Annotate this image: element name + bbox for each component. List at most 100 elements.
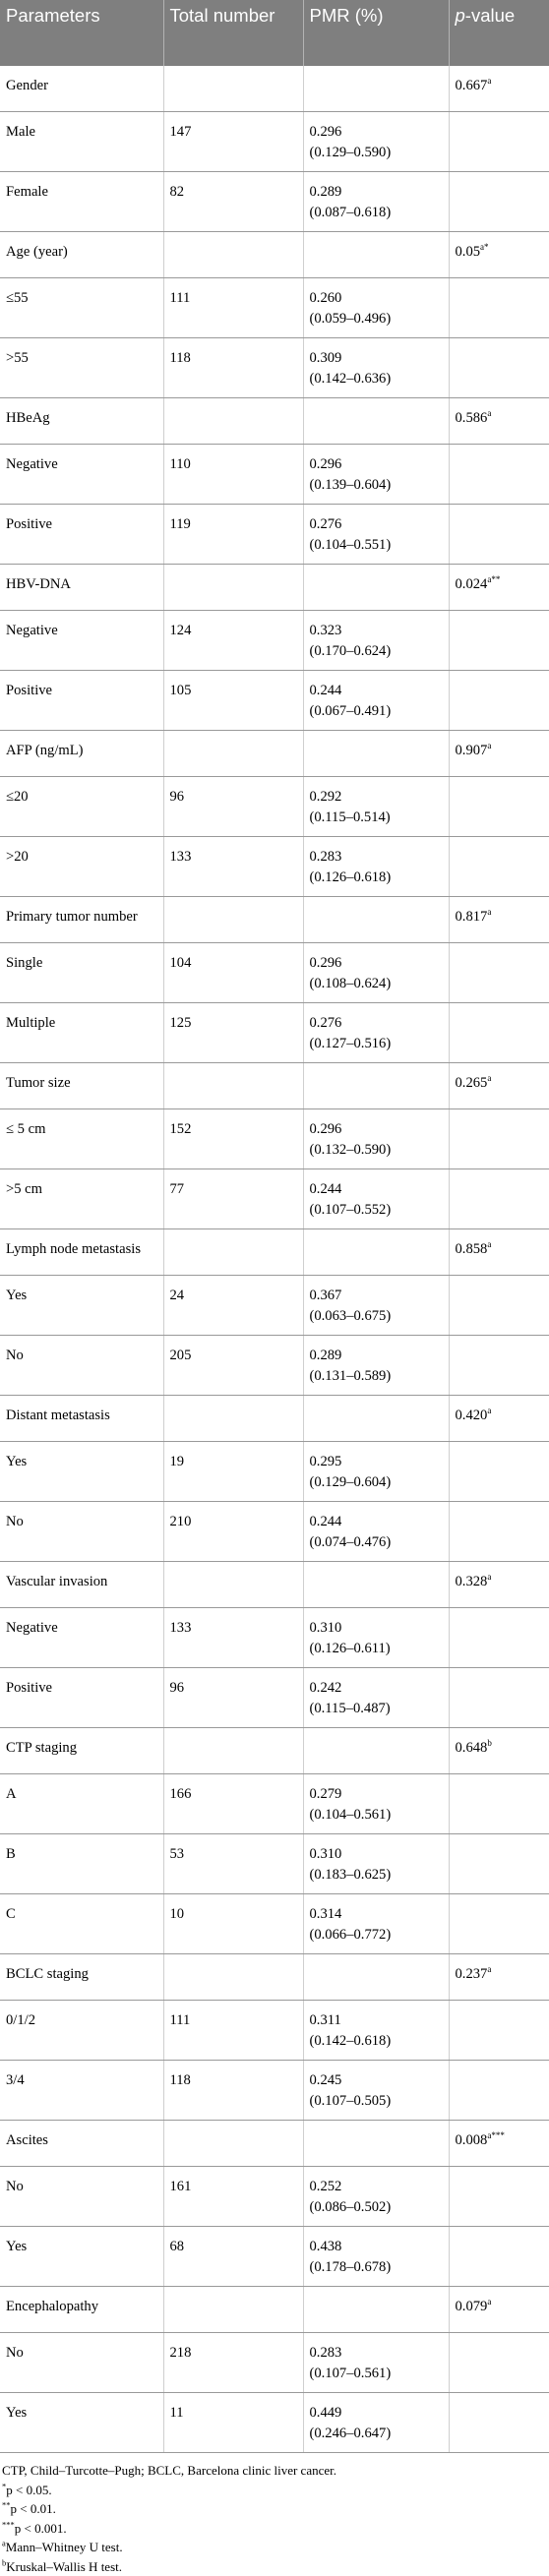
- pmr-table: Parameters Total number PMR (%) p-value …: [0, 0, 549, 2453]
- cell-pmr: 0.242(0.115–0.487): [303, 1668, 449, 1728]
- pmr-range: (0.129–0.604): [310, 1472, 445, 1493]
- cell-p-value: [449, 338, 549, 398]
- pmr-median: 0.296: [310, 1119, 445, 1140]
- cell-total-number: [163, 565, 303, 611]
- cell-pmr: 0.245(0.107–0.505): [303, 2061, 449, 2121]
- cell-total-number: 152: [163, 1109, 303, 1169]
- cell-pmr: 0.244(0.074–0.476): [303, 1502, 449, 1562]
- cell-parameter: HBV-DNA: [0, 565, 163, 611]
- pmr-range: (0.246–0.647): [310, 2424, 445, 2444]
- cell-p-value: 0.05a*: [449, 232, 549, 278]
- cell-total-number: 104: [163, 943, 303, 1003]
- cell-parameter: AFP (ng/mL): [0, 731, 163, 777]
- cell-parameter: Yes: [0, 2227, 163, 2287]
- cell-parameter: Positive: [0, 505, 163, 565]
- cell-pmr: 0.309(0.142–0.636): [303, 338, 449, 398]
- cell-p-value: [449, 505, 549, 565]
- pmr-median: 0.242: [310, 1678, 445, 1699]
- pmr-median: 0.314: [310, 1904, 445, 1925]
- cell-total-number: [163, 1954, 303, 2001]
- cell-p-value: [449, 1894, 549, 1954]
- pmr-median: 0.252: [310, 2177, 445, 2197]
- cell-parameter: >20: [0, 837, 163, 897]
- cell-pmr: 0.260(0.059–0.496): [303, 278, 449, 338]
- cell-p-value: [449, 2393, 549, 2453]
- pmr-range: (0.129–0.590): [310, 143, 445, 163]
- cell-pmr: [303, 565, 449, 611]
- header-row: Parameters Total number PMR (%) p-value: [0, 0, 549, 66]
- pmr-range: (0.115–0.487): [310, 1699, 445, 1719]
- footnote-text: p < 0.001.: [15, 2521, 67, 2536]
- cell-pmr: [303, 1396, 449, 1442]
- cell-parameter: Vascular invasion: [0, 1562, 163, 1608]
- cell-pmr: [303, 2287, 449, 2333]
- cell-p-value: [449, 2227, 549, 2287]
- cell-total-number: 53: [163, 1834, 303, 1894]
- header-parameters: Parameters: [0, 0, 163, 66]
- cell-total-number: 210: [163, 1502, 303, 1562]
- cell-pmr: 0.296(0.108–0.624): [303, 943, 449, 1003]
- cell-total-number: 133: [163, 1608, 303, 1668]
- cell-total-number: 166: [163, 1774, 303, 1834]
- pmr-median: 0.438: [310, 2237, 445, 2257]
- cell-parameter: ≤20: [0, 777, 163, 837]
- cell-p-value: [449, 1668, 549, 1728]
- pmr-median: 0.311: [310, 2010, 445, 2031]
- cell-p-value: [449, 1169, 549, 1229]
- pmr-range: (0.104–0.561): [310, 1805, 445, 1826]
- cell-pmr: 0.296(0.132–0.590): [303, 1109, 449, 1169]
- cell-pmr: [303, 897, 449, 943]
- header-total-number: Total number: [163, 0, 303, 66]
- cell-pmr: [303, 1562, 449, 1608]
- cell-parameter: Encephalopathy: [0, 2287, 163, 2333]
- cell-total-number: 77: [163, 1169, 303, 1229]
- cell-parameter: ≤55: [0, 278, 163, 338]
- cell-p-value: 0.907a: [449, 731, 549, 777]
- cell-p-value: 0.024a**: [449, 565, 549, 611]
- cell-total-number: [163, 398, 303, 445]
- pmr-range: (0.183–0.625): [310, 1865, 445, 1886]
- cell-parameter: 0/1/2: [0, 2001, 163, 2061]
- pmr-median: 0.289: [310, 182, 445, 203]
- cell-parameter: Yes: [0, 1442, 163, 1502]
- cell-parameter: Positive: [0, 1668, 163, 1728]
- p-value-marker: a: [487, 408, 491, 418]
- cell-parameter: >55: [0, 338, 163, 398]
- cell-p-value: 0.667a: [449, 66, 549, 112]
- cell-total-number: 125: [163, 1003, 303, 1063]
- cell-total-number: 133: [163, 837, 303, 897]
- footnote-line: ***p < 0.001.: [2, 2519, 336, 2539]
- pmr-range: (0.067–0.491): [310, 701, 445, 722]
- cell-total-number: 111: [163, 2001, 303, 2061]
- pmr-range: (0.142–0.618): [310, 2031, 445, 2052]
- cell-p-value: [449, 1834, 549, 1894]
- footnotes: CTP, Child–Turcotte–Pugh; BCLC, Barcelon…: [0, 2461, 336, 2576]
- p-value-marker: a: [487, 1406, 491, 1415]
- pmr-median: 0.367: [310, 1286, 445, 1306]
- cell-parameter: B: [0, 1834, 163, 1894]
- p-value-marker: a: [487, 907, 491, 917]
- cell-total-number: 161: [163, 2167, 303, 2227]
- cell-total-number: 119: [163, 505, 303, 565]
- p-value: 0.008: [456, 2132, 488, 2148]
- cell-total-number: [163, 1063, 303, 1109]
- pmr-range: (0.126–0.618): [310, 868, 445, 888]
- cell-pmr: 0.295(0.129–0.604): [303, 1442, 449, 1502]
- pmr-range: (0.107–0.552): [310, 1200, 445, 1221]
